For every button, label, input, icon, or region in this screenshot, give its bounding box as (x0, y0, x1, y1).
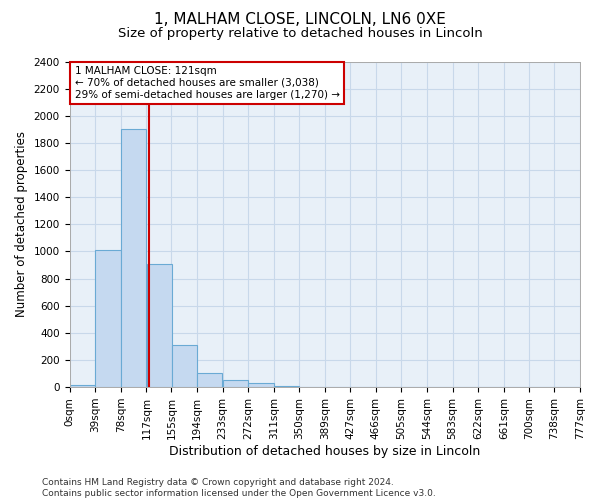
Text: 1, MALHAM CLOSE, LINCOLN, LN6 0XE: 1, MALHAM CLOSE, LINCOLN, LN6 0XE (154, 12, 446, 28)
X-axis label: Distribution of detached houses by size in Lincoln: Distribution of detached houses by size … (169, 444, 481, 458)
Bar (70, 385, 95, 387)
Text: Contains HM Land Registry data © Crown copyright and database right 2024.
Contai: Contains HM Land Registry data © Crown c… (42, 478, 436, 498)
Bar (248, 384, 274, 387)
Bar (146, 264, 172, 387)
Y-axis label: Number of detached properties: Number of detached properties (15, 132, 28, 318)
Text: Size of property relative to detached houses in Lincoln: Size of property relative to detached ho… (118, 28, 482, 40)
Bar (197, 373, 223, 387)
Bar (95, 250, 121, 387)
Text: 1 MALHAM CLOSE: 121sqm
← 70% of detached houses are smaller (3,038)
29% of semi-: 1 MALHAM CLOSE: 121sqm ← 70% of detached… (74, 66, 340, 100)
Bar (172, 345, 197, 387)
Bar (299, 386, 325, 387)
Bar (121, 130, 146, 387)
Bar (223, 380, 248, 387)
Bar (274, 386, 299, 387)
